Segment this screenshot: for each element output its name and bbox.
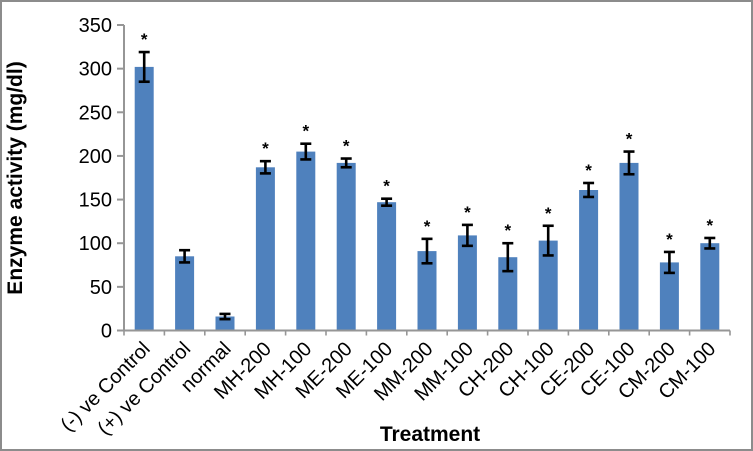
bar bbox=[457, 235, 477, 331]
bar bbox=[619, 162, 639, 331]
bar bbox=[700, 243, 720, 331]
significance-asterisk: * bbox=[343, 137, 350, 156]
bar bbox=[498, 257, 518, 331]
y-tick-label: 200 bbox=[79, 146, 112, 168]
y-axis-title: Enzyme activity (mg/dl) bbox=[4, 61, 27, 294]
significance-asterisk: * bbox=[262, 139, 269, 158]
bar bbox=[538, 240, 558, 331]
y-tick-label: 250 bbox=[79, 102, 112, 124]
bar bbox=[377, 202, 397, 331]
significance-asterisk: * bbox=[706, 216, 713, 235]
significance-asterisk: * bbox=[464, 203, 471, 222]
significance-asterisk: * bbox=[585, 161, 592, 180]
bar bbox=[296, 151, 316, 331]
x-axis-title: Treatment bbox=[380, 423, 480, 446]
bar bbox=[336, 162, 356, 331]
significance-asterisk: * bbox=[141, 30, 148, 49]
bar bbox=[175, 256, 195, 331]
significance-asterisk: * bbox=[626, 130, 633, 149]
bar bbox=[255, 167, 275, 331]
y-tick-label: 100 bbox=[79, 233, 112, 255]
significance-asterisk: * bbox=[424, 217, 431, 236]
y-tick-label: 350 bbox=[79, 15, 112, 37]
y-tick-label: 300 bbox=[79, 59, 112, 81]
significance-asterisk: * bbox=[504, 221, 511, 240]
significance-asterisk: * bbox=[383, 177, 390, 196]
significance-asterisk: * bbox=[666, 230, 673, 249]
bar bbox=[659, 262, 679, 331]
y-tick-label: 50 bbox=[90, 277, 112, 299]
significance-asterisk: * bbox=[545, 204, 552, 223]
y-tick-label: 0 bbox=[101, 321, 112, 343]
y-tick-label: 150 bbox=[79, 190, 112, 212]
bar bbox=[579, 190, 599, 331]
significance-asterisk: * bbox=[302, 122, 309, 141]
bar bbox=[134, 66, 154, 331]
bar bbox=[417, 251, 437, 331]
